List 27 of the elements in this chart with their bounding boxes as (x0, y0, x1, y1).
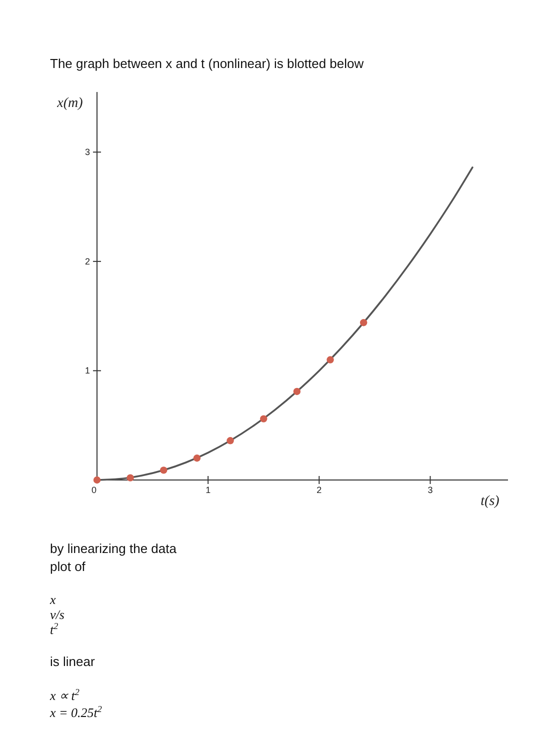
y-tick-label: 3 (84, 147, 90, 158)
x-tick-label: 0 (91, 485, 97, 495)
point (360, 319, 368, 326)
point (193, 454, 201, 462)
y-tick-label: 2 (84, 256, 90, 266)
point (326, 356, 334, 364)
text: x (49, 592, 56, 607)
text: x = 0.25t$^{2}$ (49, 704, 102, 720)
point (160, 466, 168, 474)
x-tick-label: 1 (206, 485, 211, 495)
text: t$^{2}$ (50, 621, 59, 637)
x-tick-label: 3 (428, 485, 433, 495)
text: x ∝ t$^{2}$ (49, 687, 80, 703)
x-axis-title: t(s) (480, 494, 500, 509)
text: by linearizing the data (50, 541, 178, 556)
chart-title: The graph between x and t (nonlinear) is blotted below (50, 56, 364, 71)
text: plot of (50, 559, 86, 574)
point (260, 415, 268, 422)
text: v/s (50, 607, 64, 622)
text: is linear (50, 654, 96, 669)
y-tick-label: 1 (84, 366, 90, 376)
x-tick-label: 2 (316, 485, 322, 495)
point (93, 476, 101, 484)
point (226, 437, 234, 444)
y-axis-title: x(m) (56, 96, 84, 111)
point (293, 388, 301, 396)
point (126, 474, 134, 482)
